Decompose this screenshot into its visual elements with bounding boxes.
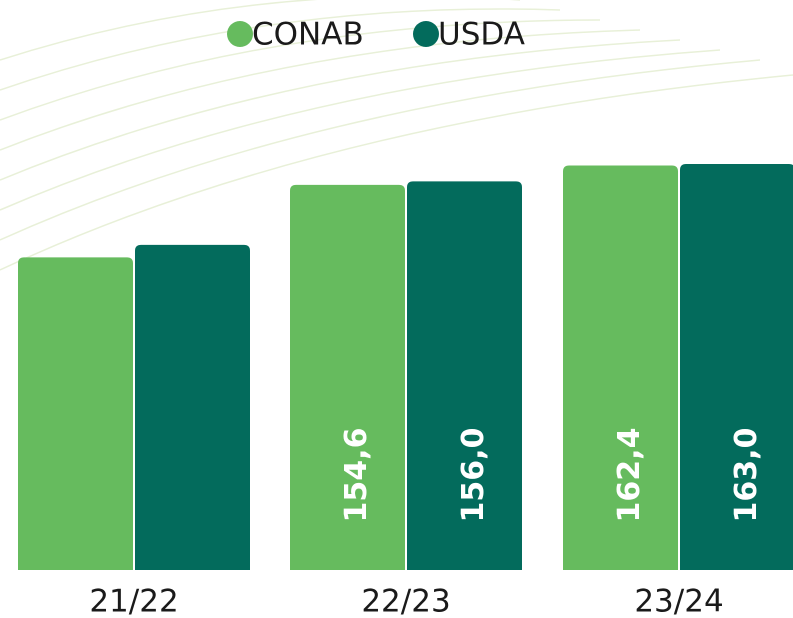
bar (135, 245, 250, 570)
value-label: 163,0 (729, 428, 764, 523)
value-label: 162,4 (612, 428, 647, 523)
chart: CONAB USDA 21/22 22/23 154,6 156,0 23/24 162,4 1… (0, 0, 793, 618)
legend-label: CONAB (252, 17, 364, 53)
bar (18, 257, 133, 570)
x-tick-label: 21/22 (89, 584, 178, 618)
legend-label: USDA (438, 17, 525, 53)
legend-marker (413, 21, 439, 47)
legend-marker (227, 21, 253, 47)
x-tick-label: 23/24 (634, 584, 723, 618)
page: CONAB USDA 21/22 22/23 154,6 156,0 23/24 162,4 1… (0, 0, 793, 618)
value-label: 156,0 (456, 428, 491, 523)
x-tick-label: 22/23 (361, 584, 450, 618)
value-label: 154,6 (339, 428, 374, 523)
